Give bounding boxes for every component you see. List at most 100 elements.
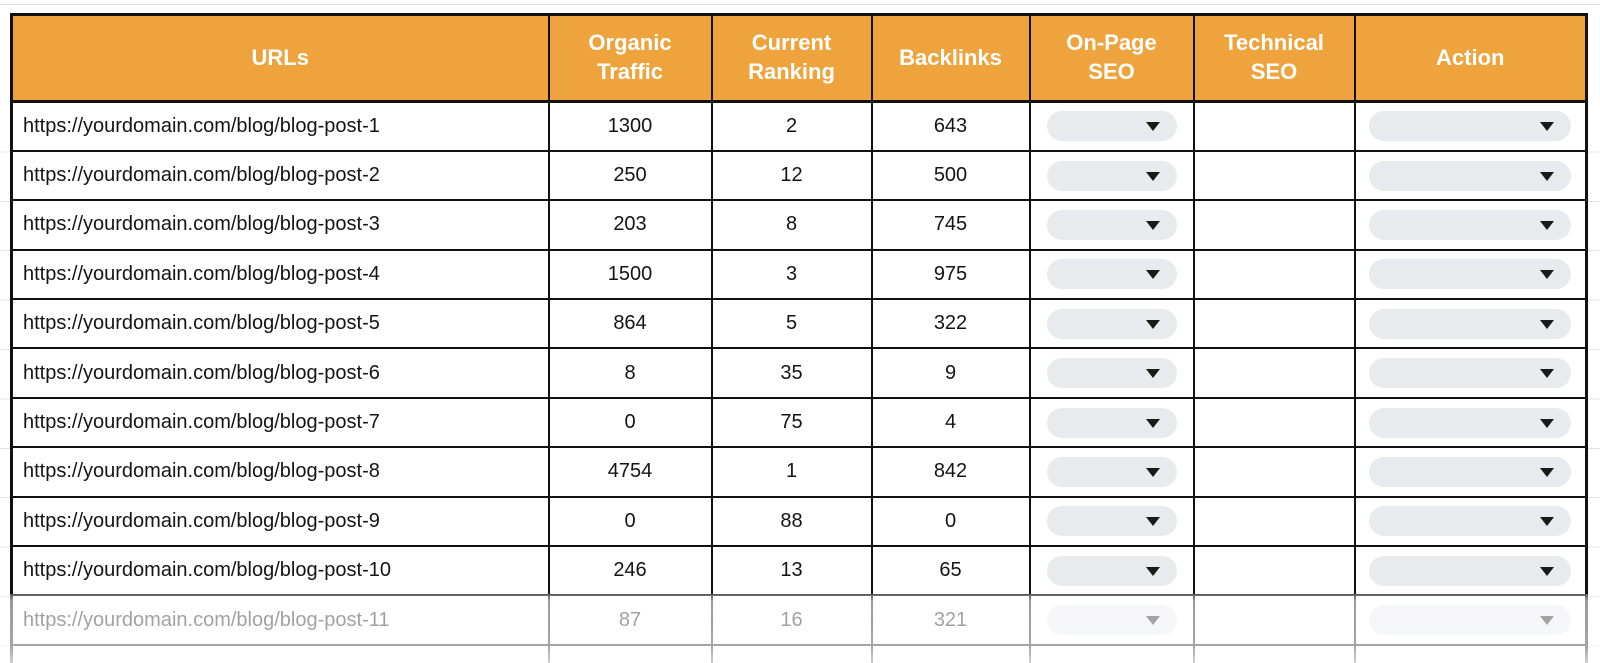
backlinks-cell[interactable]: 4 xyxy=(870,396,1031,449)
organic-traffic-cell[interactable]: 203 xyxy=(547,199,713,251)
current-ranking-cell[interactable]: 1 xyxy=(710,446,873,498)
url-cell[interactable]: https://yourdomain.com/blog/blog-post-7 xyxy=(10,396,550,449)
backlinks-value: 0 xyxy=(944,509,957,532)
table-row: https://yourdomain.com/blog/blog-post-9 … xyxy=(10,495,1588,548)
technical-seo-cell[interactable] xyxy=(1192,545,1356,597)
action-dropdown[interactable] xyxy=(1369,160,1572,191)
backlinks-cell[interactable]: 0 xyxy=(870,495,1031,548)
on-page-seo-dropdown[interactable] xyxy=(1046,506,1177,537)
url-text: https://yourdomain.com/blog/blog-post-4 xyxy=(23,262,380,285)
technical-seo-cell[interactable] xyxy=(1192,446,1356,498)
action-dropdown[interactable] xyxy=(1369,111,1572,142)
on-page-seo-dropdown[interactable] xyxy=(1046,358,1177,389)
backlinks-cell[interactable]: 9 xyxy=(870,347,1031,399)
backlinks-cell[interactable]: 321 xyxy=(870,594,1031,646)
technical-seo-cell[interactable] xyxy=(1192,199,1356,251)
organic-traffic-cell[interactable]: 0 xyxy=(547,396,713,449)
current-ranking-cell[interactable]: 2 xyxy=(710,100,873,152)
organic-traffic-cell[interactable] xyxy=(547,643,713,663)
action-dropdown[interactable] xyxy=(1369,605,1572,636)
url-cell[interactable]: https://yourdomain.com/blog/blog-post-10 xyxy=(10,545,550,597)
url-cell[interactable] xyxy=(10,643,550,663)
action-cell xyxy=(1353,495,1588,548)
current-ranking-cell[interactable]: 5 xyxy=(710,298,873,350)
action-dropdown[interactable] xyxy=(1369,407,1572,438)
backlinks-cell[interactable]: 975 xyxy=(870,248,1031,301)
url-cell[interactable]: https://yourdomain.com/blog/blog-post-9 xyxy=(10,495,550,548)
current-ranking-cell[interactable]: 12 xyxy=(710,149,873,202)
dropdown-arrow-icon xyxy=(1145,467,1160,477)
backlinks-cell[interactable]: 643 xyxy=(870,100,1031,152)
url-cell[interactable]: https://yourdomain.com/blog/blog-post-4 xyxy=(10,248,550,301)
action-dropdown[interactable] xyxy=(1369,456,1572,487)
backlinks-cell[interactable]: 322 xyxy=(870,298,1031,350)
on-page-seo-dropdown[interactable] xyxy=(1046,259,1177,290)
action-dropdown[interactable] xyxy=(1369,209,1572,240)
current-ranking-cell[interactable]: 8 xyxy=(710,199,873,251)
action-dropdown[interactable] xyxy=(1369,308,1572,339)
backlinks-cell[interactable] xyxy=(870,643,1031,663)
organic-traffic-cell[interactable]: 246 xyxy=(547,545,713,597)
on-page-seo-dropdown[interactable] xyxy=(1046,555,1177,586)
organic-traffic-cell[interactable]: 4754 xyxy=(547,446,713,498)
dropdown-arrow-icon xyxy=(1145,319,1160,329)
technical-seo-cell[interactable] xyxy=(1192,594,1356,646)
technical-seo-cell[interactable] xyxy=(1192,248,1356,301)
url-cell[interactable]: https://yourdomain.com/blog/blog-post-2 xyxy=(10,149,550,202)
current-ranking-cell[interactable] xyxy=(710,643,873,663)
dropdown-arrow-icon xyxy=(1540,369,1555,379)
technical-seo-cell[interactable] xyxy=(1192,643,1356,663)
on-page-seo-dropdown[interactable] xyxy=(1046,605,1177,636)
backlinks-cell[interactable]: 842 xyxy=(870,446,1031,498)
action-cell xyxy=(1353,594,1588,646)
url-text: https://yourdomain.com/blog/blog-post-9 xyxy=(23,509,380,532)
technical-seo-cell[interactable] xyxy=(1192,495,1356,548)
url-cell[interactable]: https://yourdomain.com/blog/blog-post-3 xyxy=(10,199,550,251)
dropdown-arrow-icon xyxy=(1145,171,1160,181)
on-page-seo-dropdown[interactable] xyxy=(1046,209,1177,240)
organic-traffic-cell[interactable]: 1500 xyxy=(547,248,713,301)
on-page-seo-dropdown[interactable] xyxy=(1046,160,1177,191)
organic-traffic-cell[interactable]: 864 xyxy=(547,298,713,350)
technical-seo-cell[interactable] xyxy=(1192,100,1356,152)
organic-traffic-cell[interactable]: 87 xyxy=(547,594,713,646)
backlinks-cell[interactable]: 500 xyxy=(870,149,1031,202)
action-dropdown[interactable] xyxy=(1369,358,1572,389)
url-cell[interactable]: https://yourdomain.com/blog/blog-post-11 xyxy=(10,594,550,646)
technical-seo-cell[interactable] xyxy=(1192,347,1356,399)
technical-seo-cell[interactable] xyxy=(1192,149,1356,202)
backlinks-cell[interactable]: 65 xyxy=(870,545,1031,597)
url-cell[interactable]: https://yourdomain.com/blog/blog-post-1 xyxy=(10,100,550,152)
current-ranking-cell[interactable]: 3 xyxy=(710,248,873,301)
organic-traffic-value: 0 xyxy=(624,411,636,434)
technical-seo-cell[interactable] xyxy=(1192,396,1356,449)
current-ranking-value: 8 xyxy=(785,213,798,236)
organic-traffic-cell[interactable]: 0 xyxy=(547,495,713,548)
dropdown-arrow-icon xyxy=(1145,616,1160,626)
organic-traffic-cell[interactable]: 250 xyxy=(547,149,713,202)
organic-traffic-cell[interactable]: 8 xyxy=(547,347,713,399)
current-ranking-cell[interactable]: 16 xyxy=(710,594,873,646)
on-page-seo-dropdown[interactable] xyxy=(1046,407,1177,438)
header-urls: URLs xyxy=(10,13,550,103)
backlinks-value: 9 xyxy=(944,361,957,384)
action-dropdown[interactable] xyxy=(1369,506,1572,537)
on-page-seo-dropdown[interactable] xyxy=(1046,111,1177,142)
backlinks-cell[interactable]: 745 xyxy=(870,199,1031,251)
current-ranking-cell[interactable]: 13 xyxy=(710,545,873,597)
on-page-seo-dropdown[interactable] xyxy=(1046,308,1177,339)
current-ranking-cell[interactable]: 35 xyxy=(710,347,873,399)
url-text: https://yourdomain.com/blog/blog-post-8 xyxy=(23,460,380,483)
dropdown-arrow-icon xyxy=(1540,319,1555,329)
current-ranking-cell[interactable]: 75 xyxy=(710,396,873,449)
technical-seo-cell[interactable] xyxy=(1192,298,1356,350)
current-ranking-cell[interactable]: 88 xyxy=(710,495,873,548)
dropdown-arrow-icon xyxy=(1540,220,1555,230)
action-dropdown[interactable] xyxy=(1369,259,1572,290)
url-cell[interactable]: https://yourdomain.com/blog/blog-post-6 xyxy=(10,347,550,399)
on-page-seo-dropdown[interactable] xyxy=(1046,456,1177,487)
url-cell[interactable]: https://yourdomain.com/blog/blog-post-5 xyxy=(10,298,550,350)
organic-traffic-cell[interactable]: 1300 xyxy=(547,100,713,152)
url-cell[interactable]: https://yourdomain.com/blog/blog-post-8 xyxy=(10,446,550,498)
action-dropdown[interactable] xyxy=(1369,555,1572,586)
